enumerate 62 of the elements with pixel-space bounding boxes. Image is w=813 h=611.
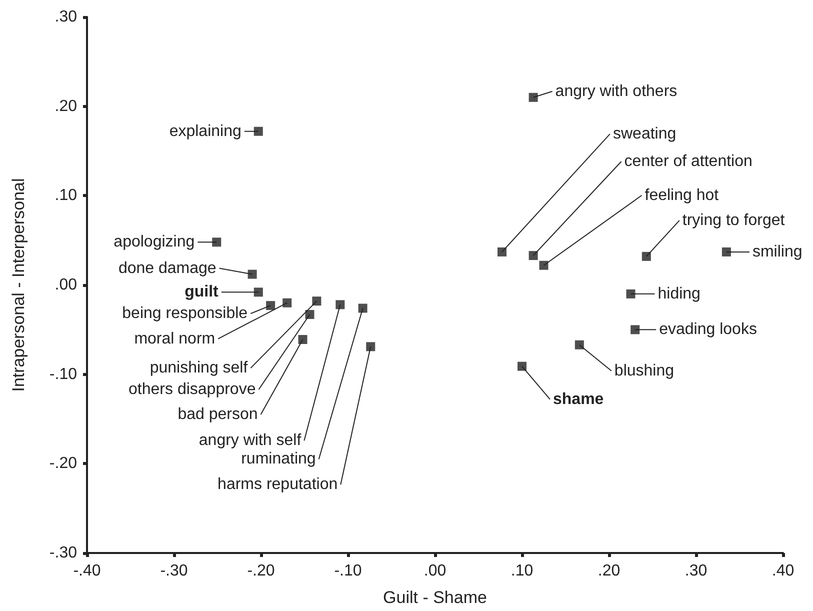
point [248, 270, 257, 279]
annotation: harms reputation [218, 476, 338, 494]
point [282, 298, 292, 308]
point [336, 300, 345, 310]
annotation: shame [553, 390, 604, 408]
annotation: sweating [612, 125, 676, 142]
x-tick-label: -.30 [160, 562, 188, 580]
annotation: center of attention [624, 153, 752, 170]
annotation: guilt [184, 284, 220, 301]
annotation: smiling [752, 243, 802, 260]
point [298, 334, 308, 344]
point [212, 238, 222, 247]
point [528, 251, 538, 260]
point [574, 340, 584, 350]
annotation: hiding [658, 285, 700, 302]
annotation: evading looks [659, 321, 757, 338]
point [539, 260, 548, 270]
annotation: bad person [178, 406, 258, 423]
point [358, 304, 368, 313]
x-axis-title: Guilt - Shame [383, 588, 487, 607]
point [722, 247, 731, 256]
annotation: others disapprove [128, 380, 256, 398]
annotation: explaining [169, 122, 242, 140]
point [254, 126, 263, 136]
x-tick-label: -.20 [247, 562, 275, 580]
x-tick-label: -.40 [73, 562, 101, 580]
point [626, 289, 636, 298]
annotation: moral norm [134, 330, 216, 348]
x-tick-label: .20 [598, 562, 620, 580]
point [312, 296, 322, 306]
annotation: angry with others [555, 82, 678, 100]
y-tick-label: -.20 [49, 455, 78, 472]
x-tick-label: .40 [772, 562, 794, 580]
x-tick-label: .10 [510, 562, 534, 580]
x-tick-label: .00 [424, 562, 446, 580]
point [366, 342, 376, 352]
annotation: trying to forget [682, 212, 786, 229]
x-tick-label: -.10 [334, 562, 362, 580]
y-tick-label: .20 [54, 98, 78, 115]
annotation: angry with self [198, 432, 302, 450]
annotation: ruminating [241, 450, 316, 468]
y-tick-label: .10 [54, 187, 78, 204]
point [642, 252, 651, 261]
annotation: feeling hot [644, 186, 720, 204]
x-tick-label: .30 [684, 562, 708, 580]
point [266, 301, 276, 310]
point [630, 325, 640, 334]
y-tick-label: .00 [54, 276, 78, 294]
y-axis-title: Intrapersonal - Interpersonal [9, 178, 28, 392]
annotation: being responsible [122, 305, 248, 322]
point [497, 247, 506, 256]
annotation: blushing [614, 362, 674, 380]
y-tick-label: .30 [54, 8, 78, 26]
point [305, 310, 314, 319]
point [528, 92, 538, 102]
point [518, 362, 526, 371]
annotation: apologizing [114, 234, 195, 251]
point [254, 288, 263, 297]
y-tick-label: -.10 [49, 366, 78, 383]
y-tick-label: -.30 [49, 544, 78, 562]
annotation: done damage [118, 260, 216, 277]
annotation: punishing self [150, 360, 248, 377]
